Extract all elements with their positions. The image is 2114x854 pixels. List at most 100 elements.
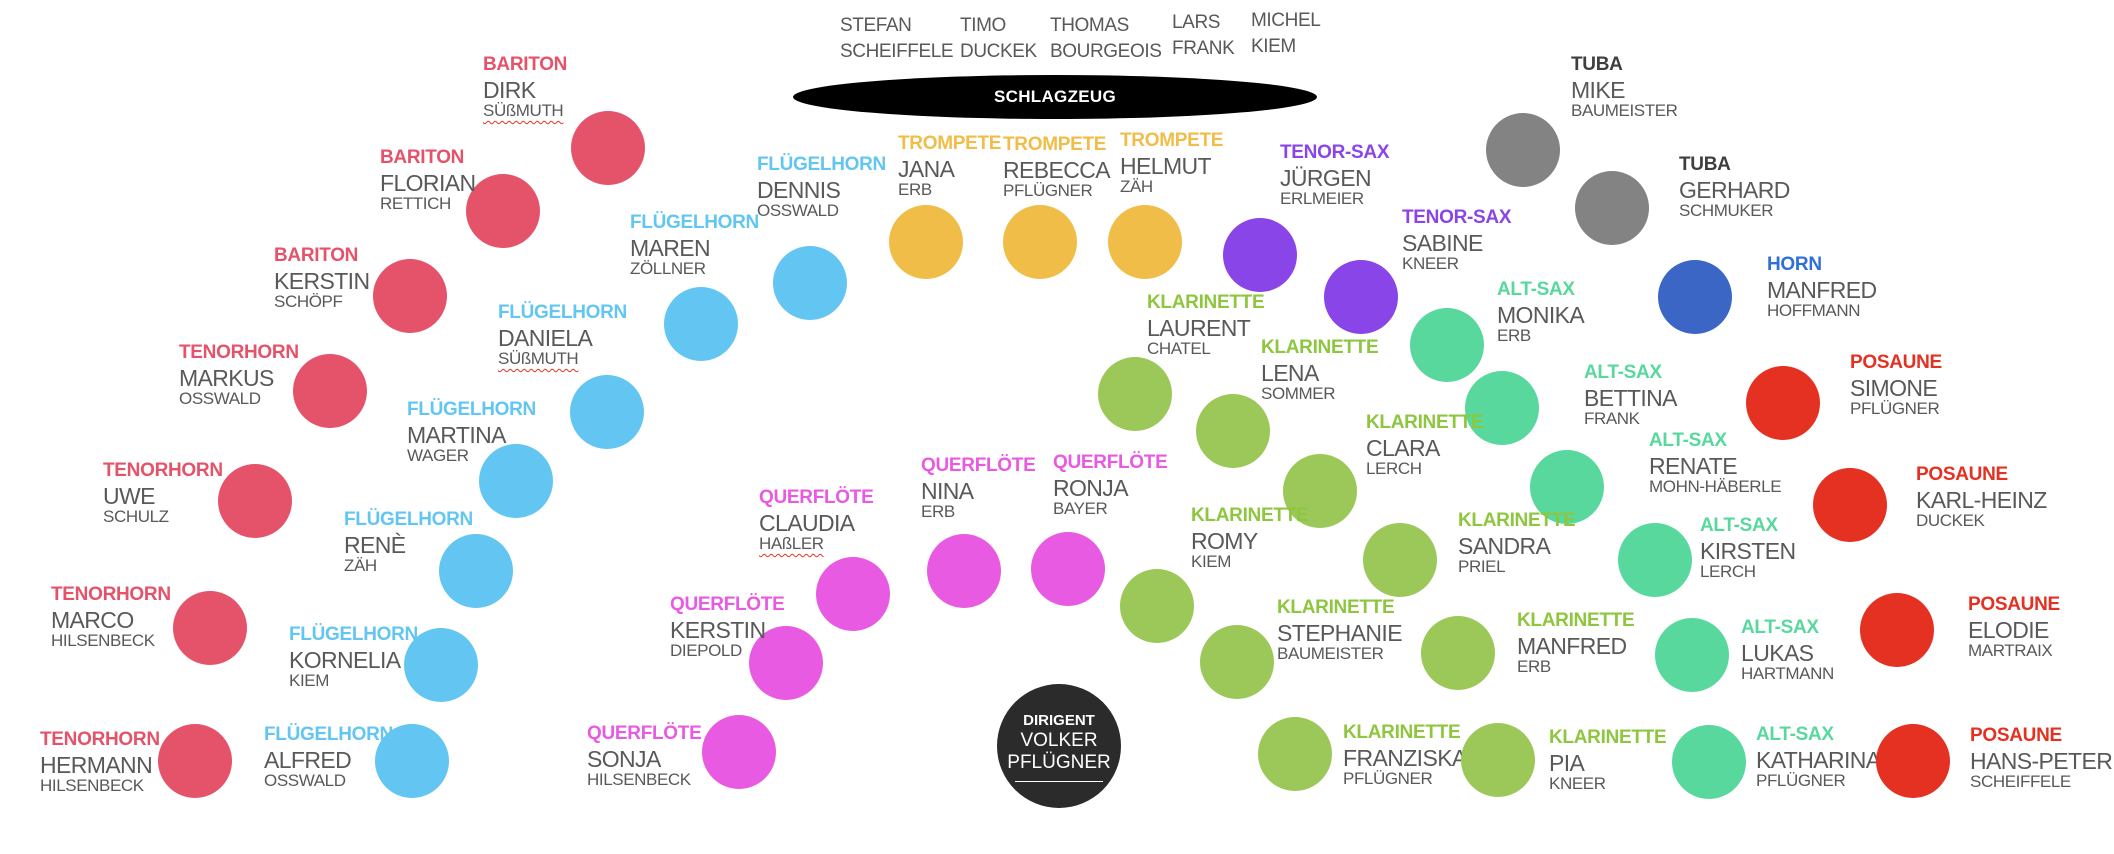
first-name: KIRSTEN bbox=[1700, 538, 1796, 564]
percussion-player-thomas-bourgeois: THOMAS BOURGEOIS bbox=[1050, 13, 1162, 65]
member-circle-claudia-hassler bbox=[816, 557, 890, 631]
instrument-label: TENORHORN bbox=[51, 584, 171, 605]
member-circle-dennis-osswald bbox=[773, 246, 847, 320]
last-name: LERCH bbox=[1700, 562, 1756, 581]
instrument-label: FLÜGELHORN bbox=[498, 302, 627, 323]
conductor-underline bbox=[1015, 780, 1103, 782]
instrument-label: POSAUNE bbox=[1970, 725, 2062, 746]
percussion-player-timo-duckek: TIMO DUCKEK bbox=[960, 13, 1037, 65]
instrument-label: FLÜGELHORN bbox=[289, 624, 418, 645]
member-label-nina-erb: QUERFLÖTE NINA ERB bbox=[921, 455, 1036, 521]
member-circle-jana-erb bbox=[889, 205, 963, 279]
last-name: KIEM bbox=[1191, 552, 1231, 571]
last-name: PFLÜGNER bbox=[1003, 181, 1093, 200]
last-name: OSSWALD bbox=[264, 771, 346, 790]
instrument-label: KLARINETTE bbox=[1277, 597, 1395, 618]
member-label-helmut-zaeh: TROMPETE HELMUT ZÄH bbox=[1120, 130, 1223, 196]
last-name: ERB bbox=[921, 502, 955, 521]
instrument-label: BARITON bbox=[380, 147, 465, 168]
first-name: CLARA bbox=[1366, 435, 1440, 461]
conductor-role-label: DIRIGENT bbox=[1023, 711, 1095, 729]
last-name: LERCH bbox=[1366, 459, 1422, 478]
first-name: STEPHANIE bbox=[1277, 620, 1403, 646]
member-circle-clara-lerch bbox=[1283, 454, 1357, 528]
first-name: REBECCA bbox=[1003, 157, 1111, 183]
member-label-rebecca-pfluegner: TROMPETE REBECCA PFLÜGNER bbox=[1003, 134, 1111, 200]
instrument-label: TUBA bbox=[1679, 154, 1731, 175]
instrument-label: ALT-SAX bbox=[1756, 724, 1834, 745]
first-name: LUKAS bbox=[1741, 640, 1814, 666]
member-circle-pia-kneer bbox=[1461, 723, 1535, 797]
first-name: MARKUS bbox=[179, 365, 274, 391]
member-label-kirsten-lerch: ALT-SAX KIRSTEN LERCH bbox=[1700, 515, 1796, 581]
member-circle-uwe-schulz bbox=[218, 464, 292, 538]
first-name: MANFRED bbox=[1517, 633, 1627, 659]
member-label-marco-hilsenbeck: TENORHORN MARCO HILSENBECK bbox=[51, 584, 171, 650]
member-label-stephanie-baumeister: KLARINETTE STEPHANIE BAUMEISTER bbox=[1277, 597, 1403, 663]
instrument-label: KLARINETTE bbox=[1366, 412, 1484, 433]
first-name: KERSTIN bbox=[274, 268, 370, 294]
last-name: BAUMEISTER bbox=[1277, 644, 1384, 663]
instrument-label: FLÜGELHORN bbox=[407, 399, 536, 420]
member-label-kornelia-kiem: FLÜGELHORN KORNELIA KIEM bbox=[289, 624, 418, 690]
member-circle-kirsten-lerch bbox=[1618, 523, 1692, 597]
last-name: KNEER bbox=[1549, 774, 1606, 793]
member-label-alfred-osswald: FLÜGELHORN ALFRED OSSWALD bbox=[264, 724, 393, 790]
first-name: SIMONE bbox=[1850, 375, 1938, 401]
first-name: JÜRGEN bbox=[1280, 165, 1372, 191]
member-circle-monika-erb bbox=[1410, 308, 1484, 382]
member-circle-rebecca-pfluegner bbox=[1003, 205, 1077, 279]
member-circle-hans-peter-scheiffele bbox=[1876, 724, 1950, 798]
last-name: PRIEL bbox=[1458, 557, 1506, 576]
instrument-label: ALT-SAX bbox=[1584, 362, 1662, 383]
first-name: TIMO bbox=[960, 15, 1006, 36]
last-name: BAYER bbox=[1053, 499, 1108, 518]
first-name: GERHARD bbox=[1679, 177, 1790, 203]
first-name: SANDRA bbox=[1458, 533, 1551, 559]
member-circle-martina-wager bbox=[479, 444, 553, 518]
last-name: FRANK bbox=[1172, 38, 1235, 59]
member-label-monika-erb: ALT-SAX MONIKA ERB bbox=[1497, 279, 1585, 345]
member-label-lukas-hartmann: ALT-SAX LUKAS HARTMANN bbox=[1741, 617, 1834, 683]
member-circle-stephanie-baumeister bbox=[1200, 625, 1274, 699]
member-circle-nina-erb bbox=[927, 534, 1001, 608]
member-circle-elodie-martraix bbox=[1860, 593, 1934, 667]
last-name: DUCKEK bbox=[960, 41, 1037, 62]
percussion-player-lars-frank: LARS FRANK bbox=[1172, 10, 1235, 62]
last-name: HILSENBECK bbox=[40, 776, 144, 795]
last-name: KNEER bbox=[1402, 254, 1459, 273]
member-circle-karl-heinz-duckek bbox=[1813, 468, 1887, 542]
instrument-label: KLARINETTE bbox=[1517, 610, 1635, 631]
member-label-daniela-suessmuth: FLÜGELHORN DANIELA SÜßMUTH bbox=[498, 302, 627, 368]
first-name: MIKE bbox=[1571, 77, 1625, 103]
instrument-label: KLARINETTE bbox=[1549, 727, 1667, 748]
member-circle-juergen-erlmeier bbox=[1223, 218, 1297, 292]
first-name: MAREN bbox=[630, 235, 711, 261]
first-name: HANS-PETER bbox=[1970, 748, 2113, 774]
first-name: HELMUT bbox=[1120, 153, 1212, 179]
last-name: SCHULZ bbox=[103, 507, 169, 526]
member-circle-franziska-pfluegner bbox=[1258, 717, 1332, 791]
instrument-label: TENORHORN bbox=[179, 342, 299, 363]
first-name: PIA bbox=[1549, 750, 1585, 776]
instrument-label: BARITON bbox=[483, 54, 568, 75]
member-circle-renate-mohn-haeberle bbox=[1530, 450, 1604, 524]
first-name: KORNELIA bbox=[289, 647, 401, 673]
first-name: FRANZISKA bbox=[1343, 745, 1467, 771]
first-name: CLAUDIA bbox=[759, 510, 855, 536]
member-label-bettina-frank: ALT-SAX BETTINA FRANK bbox=[1584, 362, 1678, 428]
first-name: MARCO bbox=[51, 607, 134, 633]
last-name: MOHN-HÄBERLE bbox=[1649, 477, 1782, 496]
last-name: SCHÖPF bbox=[274, 292, 343, 311]
last-name: HILSENBECK bbox=[587, 770, 691, 789]
member-circle-florian-rettich bbox=[466, 174, 540, 248]
member-circle-sandra-priel bbox=[1363, 523, 1437, 597]
member-label-martina-wager: FLÜGELHORN MARTINA WAGER bbox=[407, 399, 536, 465]
instrument-label: QUERFLÖTE bbox=[587, 723, 702, 744]
instrument-label: KLARINETTE bbox=[1191, 505, 1309, 526]
member-circle-hermann-hilsenbeck bbox=[158, 724, 232, 798]
member-label-jana-erb: TROMPETE JANA ERB bbox=[898, 133, 1001, 199]
member-circle-sonja-hilsenbeck bbox=[702, 715, 776, 789]
last-name: OSSWALD bbox=[179, 389, 261, 408]
